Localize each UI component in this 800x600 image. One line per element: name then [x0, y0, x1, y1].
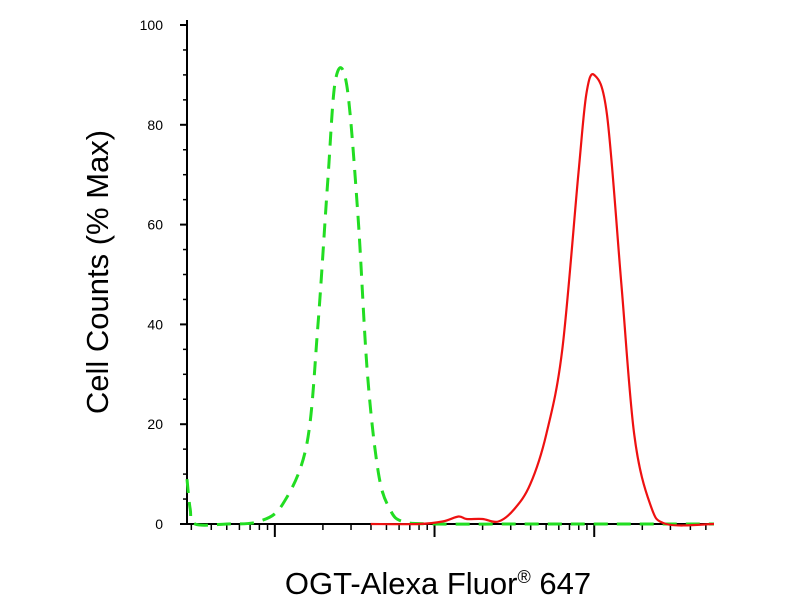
y-tick-label-60: 60: [147, 217, 163, 233]
y-tick-label-100: 100: [140, 17, 164, 33]
y-tick-label-0: 0: [155, 516, 163, 532]
series-layer: [185, 66, 715, 527]
series-line-dashed-green: [185, 66, 714, 527]
x-axis-title-registered-mark: ®: [517, 567, 530, 587]
series-line-solid-red: [370, 73, 715, 527]
x-axis-title: OGT-Alexa Fluor® 647: [285, 566, 591, 600]
y-ticks: 0 20 40 60 80 100: [140, 17, 187, 532]
y-tick-label-80: 80: [147, 117, 163, 133]
y-tick-label-40: 40: [147, 316, 163, 332]
y-axis-title: Cell Counts (% Max): [80, 130, 115, 414]
y-tick-label-20: 20: [147, 416, 163, 432]
plot-frame: [186, 20, 714, 525]
x-axis-title-suffix: 647: [531, 566, 591, 600]
x-axis-title-main: OGT-Alexa Fluor: [285, 566, 518, 600]
x-ticks: [190, 524, 707, 537]
